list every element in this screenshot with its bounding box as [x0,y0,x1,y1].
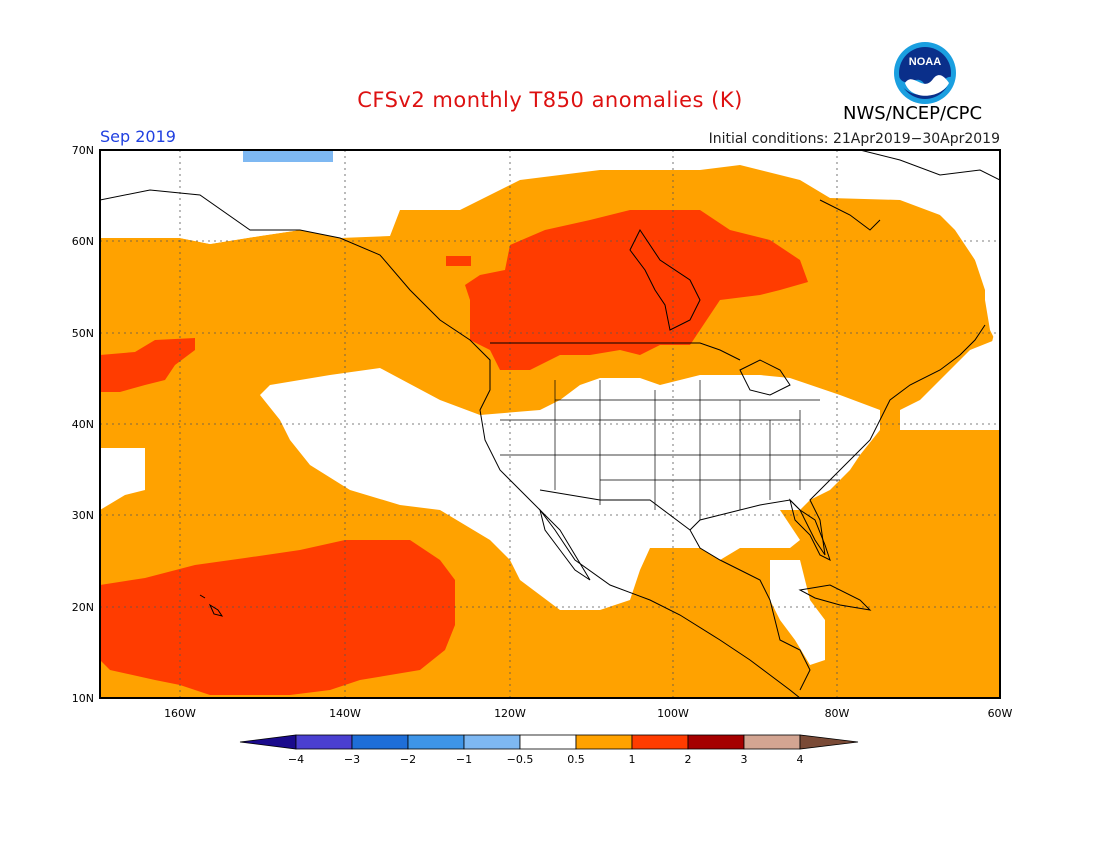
anomaly-region-red-pacific [100,540,455,695]
colorbar-right-arrow [799,734,859,750]
colorbar-label: 2 [685,753,692,766]
lon-label: 60W [988,707,1013,720]
colorbar-label: 4 [797,753,804,766]
forecast-month: Sep 2019 [100,127,176,146]
initial-conditions: Initial conditions: 21Apr2019−30Apr2019 [708,131,1000,147]
lat-label: 50N [72,327,94,340]
colorbar-bin [575,734,633,750]
lon-label: 120W [494,707,526,720]
colorbar-bin [519,734,577,750]
anomaly-field [100,150,1000,698]
anomaly-region-white-us [260,368,880,610]
colorbar-bin [351,734,409,750]
anomaly-region-white-greenland [740,150,1000,430]
anomaly-region-lightblue [243,150,333,162]
organization-label: NWS/NCEP/CPC [843,103,983,124]
colorbar-label: −2 [400,753,416,766]
anomaly-region-white-arctic [100,150,340,244]
colorbar-label: 3 [741,753,748,766]
lon-label: 80W [825,707,850,720]
anomaly-region-red-canada [465,210,808,370]
anomaly-region-red-small [446,256,471,266]
lon-axis: 160W 140W 120W 100W 80W 60W [164,707,1012,720]
lat-label: 70N [72,144,94,157]
colorbar-bin [743,734,801,750]
anomaly-region-red-north-pacific [100,338,195,392]
colorbar-bin [407,734,465,750]
colorbar-label: −0.5 [507,753,534,766]
colorbar-bin [687,734,745,750]
lat-axis: 70N 60N 50N 40N 30N 20N 10N [72,144,94,705]
colorbar: −4 −3 −2 −1 −0.5 0.5 1 2 3 4 [239,734,859,766]
lon-label: 160W [164,707,196,720]
colorbar-label: 0.5 [567,753,585,766]
coastlines [100,150,1000,698]
logo-text: NOAA [909,56,941,68]
lon-label: 140W [329,707,361,720]
anomaly-region-white-west [100,448,145,510]
map-title: CFSv2 monthly T850 anomalies (K) [357,88,743,112]
lat-label: 10N [72,692,94,705]
lat-label: 20N [72,601,94,614]
colorbar-label: −3 [344,753,360,766]
colorbar-label: −1 [456,753,472,766]
colorbar-label: −4 [288,753,304,766]
map-frame [99,149,1001,699]
colorbar-bin [463,734,521,750]
colorbar-bin [295,734,353,750]
lat-label: 60N [72,235,94,248]
colorbar-bin [631,734,689,750]
anomaly-region-white-gulf [770,560,825,665]
state-borders [500,380,860,520]
colorbar-label: 1 [629,753,636,766]
lon-label: 100W [657,707,689,720]
noaa-logo: NOAA [893,41,957,105]
lat-label: 40N [72,418,94,431]
lat-label: 30N [72,509,94,522]
colorbar-left-arrow [239,734,297,750]
